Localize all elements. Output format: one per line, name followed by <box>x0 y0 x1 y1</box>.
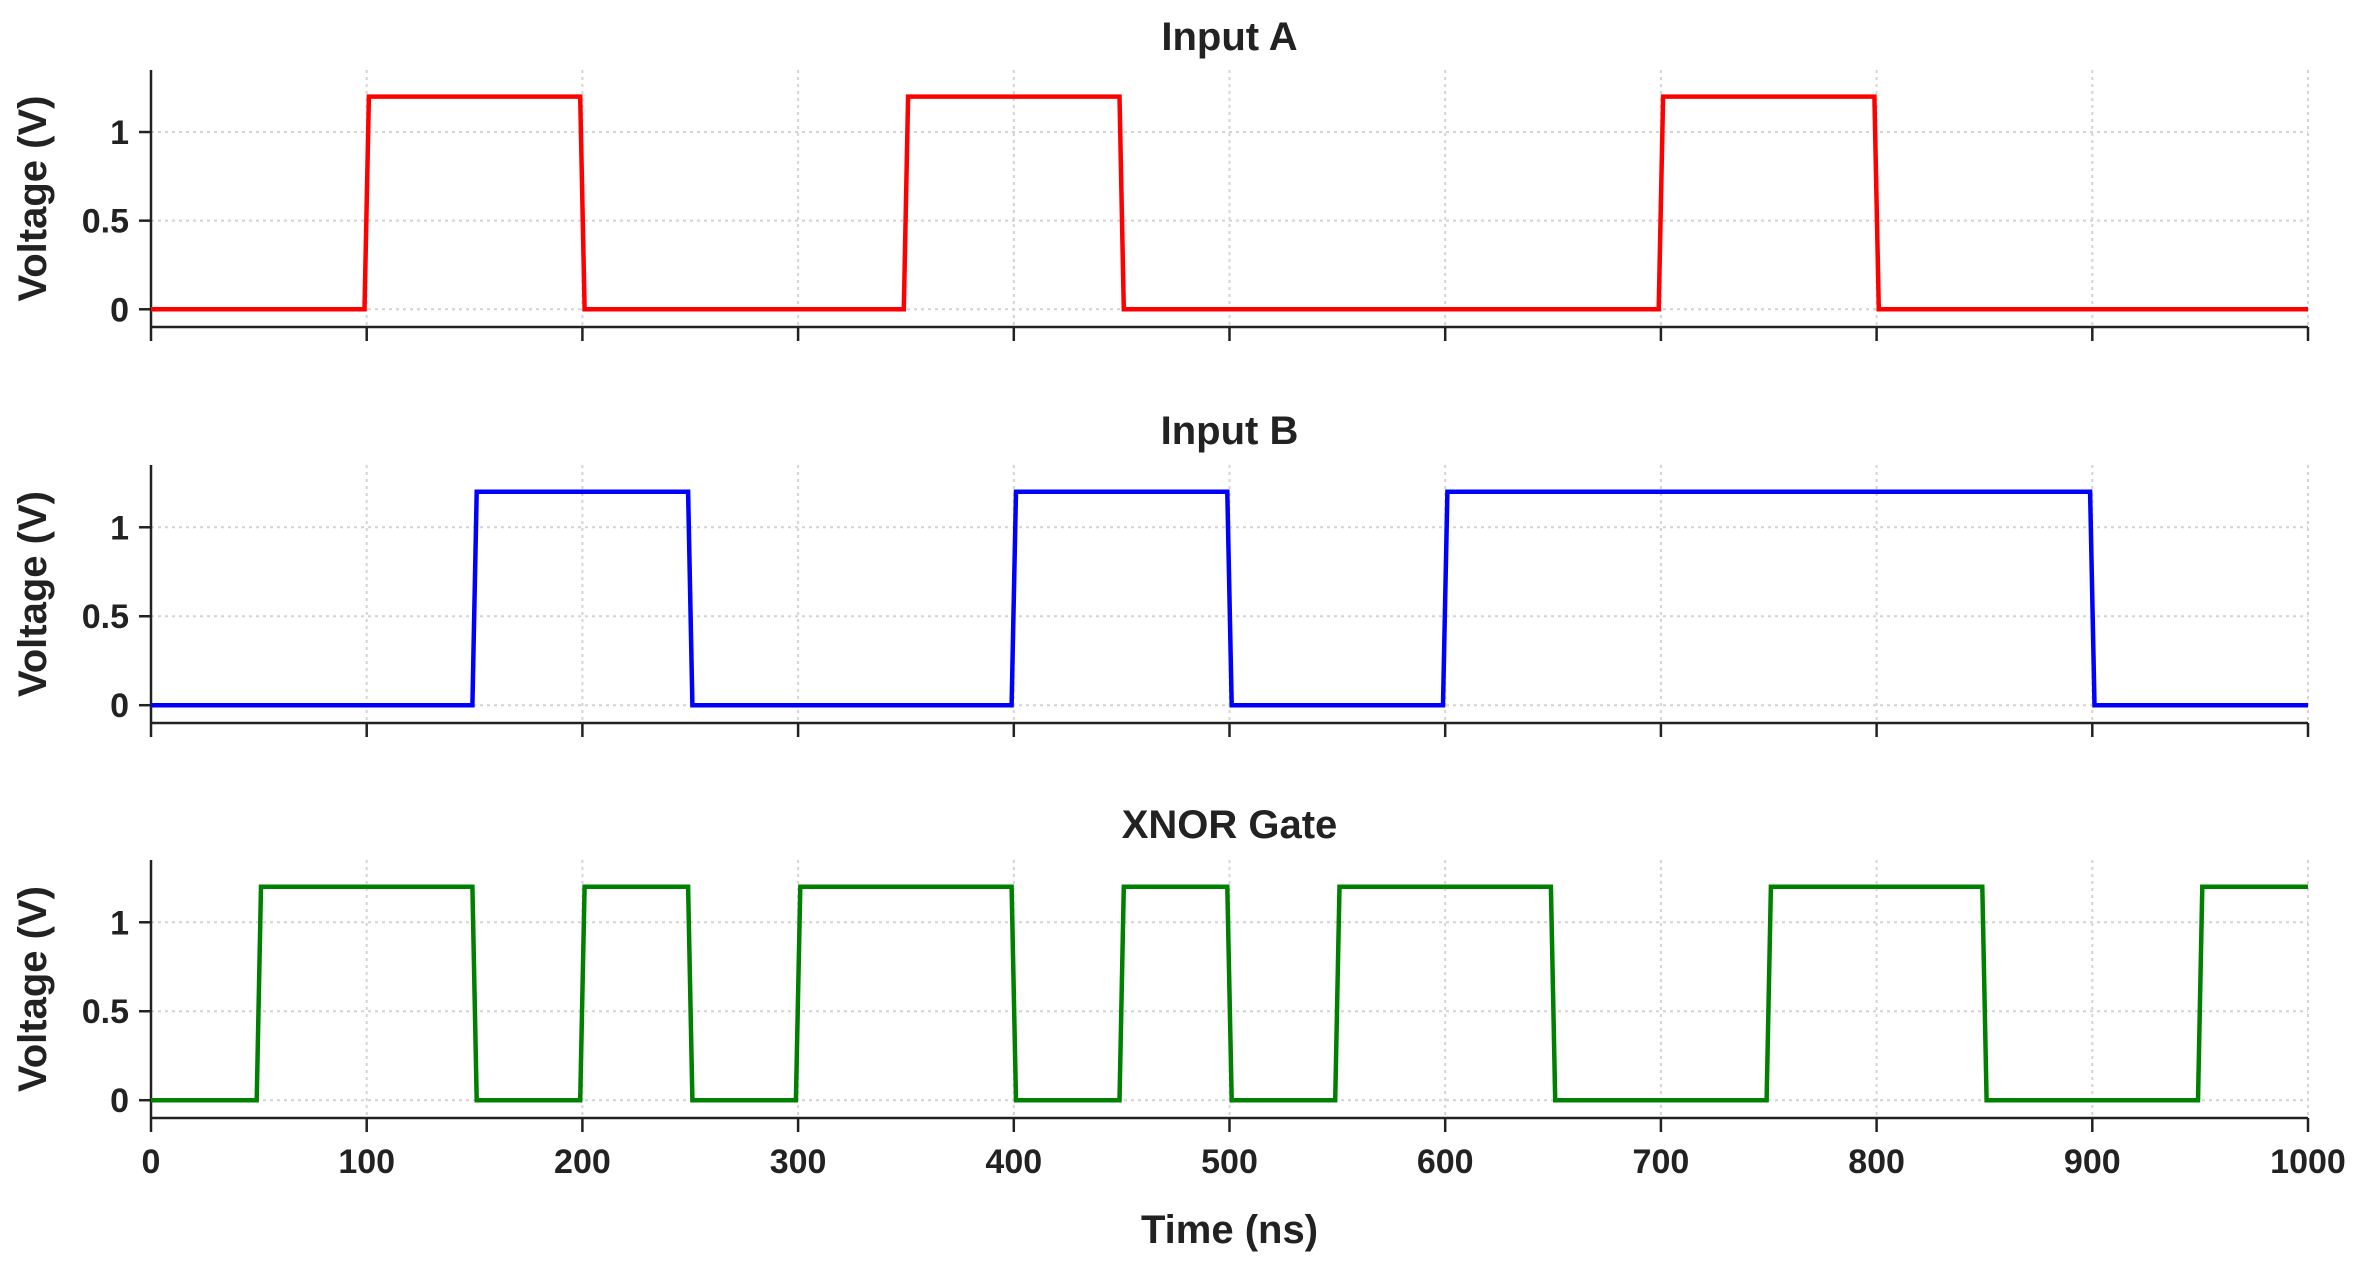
panel-2-y-tick-label: 0.5 <box>82 598 129 636</box>
panel-2-series-line <box>151 489 2308 708</box>
panel-3-x-tick-label: 600 <box>1417 1143 1474 1181</box>
panel-2-title: Input B <box>1161 409 1299 453</box>
panel-3-x-tick-label: 300 <box>770 1143 827 1181</box>
panel-3-x-tick-label: 700 <box>1633 1143 1690 1181</box>
panel-3-title: XNOR Gate <box>1122 803 1338 847</box>
panel-3-x-tick-label: 0 <box>142 1143 161 1181</box>
panel-3-series-line <box>151 884 2308 1103</box>
panel-1-series-line <box>151 94 2308 312</box>
panel-1-y-tick-label: 1 <box>110 114 129 152</box>
panel-3-x-tick-label: 800 <box>1848 1143 1905 1181</box>
panel-3-x-tick-label: 500 <box>1201 1143 1258 1181</box>
panel-3-x-label: Time (ns) <box>1141 1208 1318 1252</box>
panel-3-y-tick-label: 0.5 <box>82 993 129 1031</box>
panel-3-y-tick-label: 0 <box>110 1082 129 1120</box>
panel-1-title: Input A <box>1161 15 1297 59</box>
panel-3-y-tick-label: 1 <box>110 904 129 942</box>
panel-3-x-tick-label: 1000 <box>2270 1143 2346 1181</box>
panel-2-y-tick-label: 1 <box>110 509 129 547</box>
panel-3-x-tick-label: 900 <box>2064 1143 2121 1181</box>
panel-2-y-label: Voltage (V) <box>11 491 55 697</box>
panel-3-x-tick-label: 400 <box>985 1143 1042 1181</box>
panel-2-y-tick-label: 0 <box>110 687 129 725</box>
panel-3-x-tick-label: 100 <box>338 1143 395 1181</box>
panel-3-y-label: Voltage (V) <box>11 886 55 1092</box>
panel-1-y-label: Voltage (V) <box>11 96 55 302</box>
panel-1-y-tick-label: 0 <box>110 291 129 329</box>
panel-3-x-tick-label: 200 <box>554 1143 611 1181</box>
panel-1-y-tick-label: 0.5 <box>82 203 129 241</box>
